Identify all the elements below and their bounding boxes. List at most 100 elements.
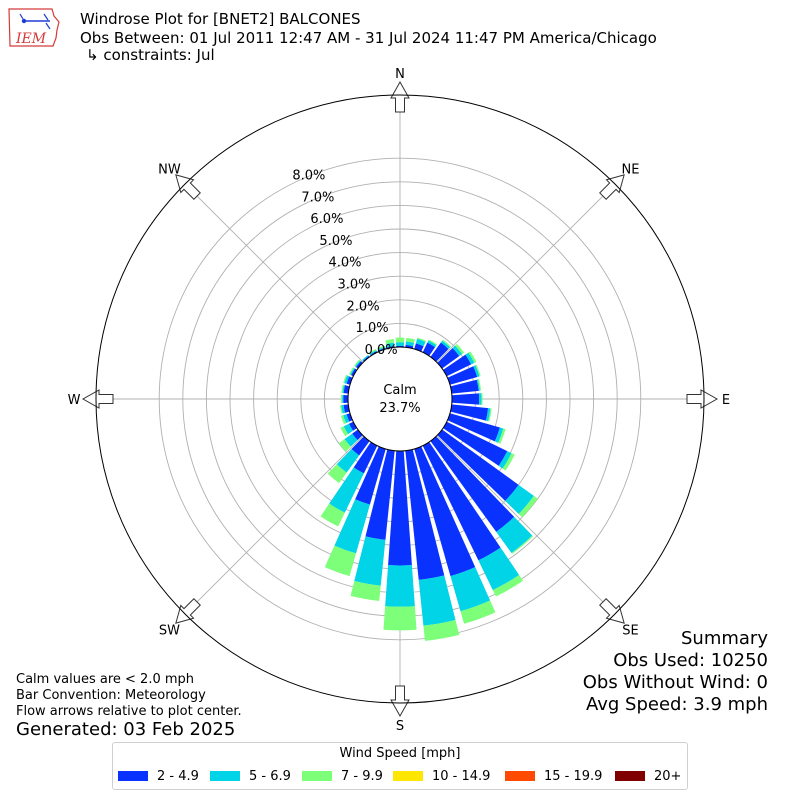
outer-ring: [95, 94, 705, 704]
windrose-bar: [383, 606, 417, 631]
obs-without-wind: Obs Without Wind: 0: [582, 672, 768, 693]
windrose-bar: [422, 342, 436, 356]
windrose-bar: [440, 340, 451, 349]
windrose-bar: [353, 442, 378, 474]
generated-date: Generated: 03 Feb 2025: [16, 719, 236, 740]
windrose-bar: [443, 421, 508, 466]
windrose-bar: [405, 341, 415, 347]
windrose-bar: [324, 545, 357, 577]
windrose-bar: [423, 619, 460, 641]
windrose-bar: [418, 575, 456, 626]
windrose-bar: [473, 365, 480, 377]
direction-labels: N NE E SE S SW W NW: [68, 67, 731, 734]
windrose-bars: [320, 337, 538, 641]
flow-arrow-icon: [390, 685, 410, 718]
plot-title: Windrose Plot for [BNET2] BALCONES: [80, 10, 361, 28]
windrose-bar: [346, 376, 353, 385]
legend-label: 7 - 9.9: [341, 768, 383, 784]
direction-label: W: [68, 393, 81, 408]
windrose-bar: [481, 393, 483, 405]
windrose-bar: [476, 379, 480, 391]
windrose-bar: [447, 366, 478, 385]
legend-label: 15 - 19.9: [544, 768, 603, 784]
windrose-bar: [447, 413, 500, 442]
calm-circle: Calm 23.7%: [347, 346, 453, 452]
legend: Wind Speed [mph] 2 - 4.9 5 - 6.9 7 - 9.9…: [112, 742, 688, 790]
windrose-bar: [354, 359, 361, 367]
windrose-bar: [369, 350, 377, 355]
calm-label: Calm: [383, 383, 416, 398]
windrose-bar: [450, 404, 489, 421]
windrose-bar: [362, 354, 369, 361]
windrose-bar: [498, 451, 512, 469]
windrose-bar: [430, 436, 515, 532]
avg-speed: Avg Speed: 3.9 mph: [586, 694, 768, 715]
windrose-bar: [352, 429, 363, 441]
windrose-bar: [336, 449, 360, 473]
windrose-bar: [502, 453, 515, 471]
flow-arrow-icon: [175, 174, 201, 200]
windrose-bar: [395, 342, 405, 346]
windrose-bar: [351, 368, 357, 377]
windrose-bar: [455, 343, 465, 354]
radial-tick-label: 5.0%: [319, 234, 352, 249]
windrose-bar: [450, 567, 491, 612]
windrose-bar: [498, 428, 506, 444]
windrose-bar: [343, 423, 354, 435]
iem-logo-text: IEM: [15, 31, 47, 47]
windrose-bar: [460, 600, 496, 624]
radial-tick-label: 8.0%: [292, 169, 325, 184]
radial-tick-label: 1.0%: [356, 321, 389, 336]
bar-convention-note: Bar Convention: Meteorology: [16, 688, 206, 703]
windrose-bar: [340, 394, 343, 404]
legend-label: 10 - 14.9: [432, 768, 491, 784]
grid-spoke: [436, 183, 616, 363]
legend-swatch: [505, 771, 535, 781]
windrose-bar: [478, 393, 482, 405]
direction-label: NE: [622, 162, 640, 177]
legend-item: 7 - 9.9: [302, 768, 383, 784]
calm-values-note: Calm values are < 2.0 mph: [16, 672, 195, 687]
windrose-bar: [346, 413, 353, 422]
windrose-bar: [388, 450, 412, 566]
radial-tick-labels: 0.0% 1.0% 2.0% 3.0% 4.0% 5.0% 6.0% 7.0% 8.0%: [292, 169, 397, 358]
legend-swatch: [615, 771, 645, 781]
windrose-bar: [338, 439, 351, 452]
windrose-bar: [320, 503, 345, 527]
windrose-bar: [468, 351, 477, 363]
legend-item: 10 - 14.9: [393, 768, 490, 784]
windrose-bar: [405, 449, 445, 580]
legend-swatch: [210, 771, 240, 781]
windrose-bar: [450, 379, 479, 394]
flow-arrows: [81, 80, 719, 718]
grid-spoke: [436, 435, 616, 615]
windrose-bar: [355, 361, 363, 369]
windrose-bar: [355, 446, 386, 505]
obs-range: Obs Between: 01 Jul 2011 12:47 AM - 31 J…: [80, 29, 657, 47]
windrose-bar: [478, 547, 520, 591]
direction-label: E: [722, 393, 730, 408]
windrose-bar: [377, 346, 386, 351]
calm-value: 23.7%: [379, 401, 420, 416]
flow-arrow-icon: [81, 389, 114, 409]
radial-tick-label: 6.0%: [310, 212, 343, 227]
windrose-bar: [377, 345, 386, 350]
windrose-bar: [385, 339, 395, 344]
flow-arrow-icon: [599, 598, 625, 624]
windrose-bar: [329, 467, 364, 513]
direction-label: S: [396, 719, 404, 734]
radial-tick-label: 7.0%: [301, 190, 334, 205]
windrose-bar: [496, 516, 533, 553]
iem-logo: IEM: [8, 8, 60, 47]
windrose-bar: [343, 394, 349, 404]
radial-tick-label: 4.0%: [328, 256, 361, 271]
flow-arrow-icon: [599, 174, 625, 200]
windrose-bar: [341, 384, 344, 394]
windrose-bar: [452, 345, 463, 357]
flow-arrow-icon: [175, 598, 201, 624]
windrose-bar: [485, 408, 491, 422]
windrose-bar: [340, 426, 349, 437]
windrose-bar: [475, 364, 481, 377]
legend-swatch: [302, 771, 332, 781]
windrose-bar: [386, 342, 395, 348]
